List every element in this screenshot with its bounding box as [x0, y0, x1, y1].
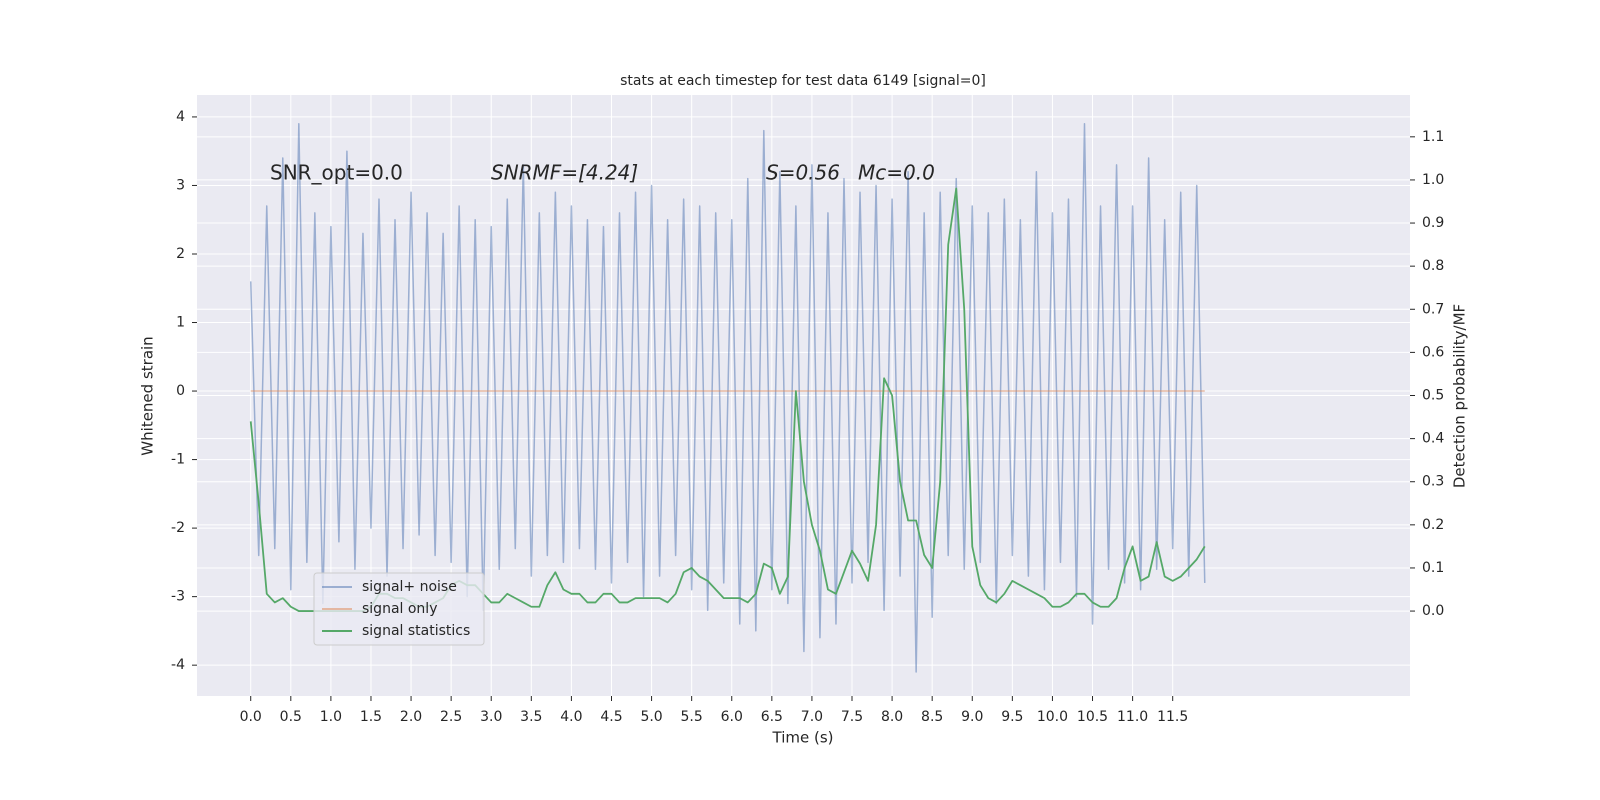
x-tick-label: 8.0: [881, 709, 903, 725]
annotation: SNR_opt=0.0: [270, 161, 403, 185]
y-tick-label: 4: [176, 109, 185, 125]
x-tick-label: 0.5: [280, 709, 302, 725]
y2-tick-label: 0.8: [1422, 258, 1444, 274]
legend-label: signal statistics: [362, 623, 470, 639]
x-tick-label: 7.5: [841, 709, 863, 725]
series-line: [249, 123, 1206, 673]
legend-box: [313, 572, 485, 646]
x-tick-label: 11.5: [1157, 709, 1188, 725]
x-tick-label: 8.5: [921, 709, 943, 725]
x-tick-label: 9.0: [961, 709, 983, 725]
annotation: SNRMF=[4.24]: [491, 161, 638, 185]
y-tick-label: 3: [176, 177, 185, 193]
x-tick-label: 6.0: [721, 709, 743, 725]
y2-tick-label: 0.4: [1422, 431, 1444, 447]
x-tick-label: 6.5: [761, 709, 783, 725]
y2-tick-label: 0.1: [1422, 560, 1444, 576]
x-tick-label: 7.0: [801, 709, 823, 725]
y-tick-label: 1: [176, 315, 185, 331]
x-tick-label: 1.0: [320, 709, 342, 725]
x-tick-label: 2.0: [400, 709, 422, 725]
y2-tick-label: 0.5: [1422, 388, 1444, 404]
annotation: S=0.56: [766, 161, 840, 185]
y-tick-label: -2: [171, 520, 185, 536]
x-tick-label: 11.0: [1117, 709, 1148, 725]
x-tick-label: 0.0: [240, 709, 262, 725]
x-tick-label: 1.5: [360, 709, 382, 725]
y2-tick-label: 0.9: [1422, 215, 1444, 231]
x-tick-label: 5.5: [681, 709, 703, 725]
y2-tick-label: 0.0: [1422, 603, 1444, 619]
y-tick-label: 0: [176, 383, 185, 399]
y2-axis-label: Detection probability/MF: [1451, 304, 1469, 488]
chart-title: stats at each timestep for test data 614…: [620, 73, 986, 89]
y-tick-label: -4: [171, 657, 185, 673]
y2-tick-label: 0.3: [1422, 474, 1444, 490]
y-axis-label: Whitened strain: [139, 336, 157, 455]
x-axis-label: Time (s): [772, 729, 834, 747]
x-tick-label: 4.0: [560, 709, 582, 725]
annotation: Mc=0.0: [858, 161, 935, 185]
x-tick-label: 3.5: [520, 709, 542, 725]
legend-label: signal+ noise: [362, 579, 457, 595]
x-tick-label: 10.5: [1077, 709, 1108, 725]
y2-tick-label: 1.1: [1422, 129, 1444, 145]
y2-tick-label: 0.2: [1422, 517, 1444, 533]
x-tick-label: 5.0: [640, 709, 662, 725]
x-tick-label: 2.5: [440, 709, 462, 725]
legend-label: signal only: [362, 601, 437, 617]
x-tick-label: 4.5: [600, 709, 622, 725]
y-tick-label: 2: [176, 246, 185, 262]
y-tick-label: -3: [171, 589, 185, 605]
x-tick-label: 10.0: [1037, 709, 1068, 725]
y2-tick-label: 0.7: [1422, 301, 1444, 317]
x-tick-label: 9.5: [1001, 709, 1023, 725]
y2-tick-label: 1.0: [1422, 172, 1444, 188]
y2-tick-label: 0.6: [1422, 344, 1444, 360]
y-tick-label: -1: [171, 452, 185, 468]
x-tick-label: 3.0: [480, 709, 502, 725]
